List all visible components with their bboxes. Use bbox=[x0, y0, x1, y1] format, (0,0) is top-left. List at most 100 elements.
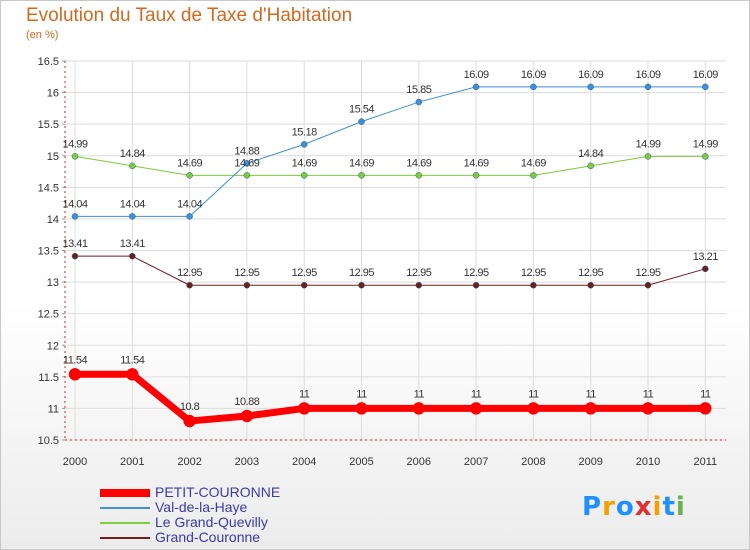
chart-title: Evolution du Taux de Taxe d'Habitation bbox=[26, 5, 353, 26]
data-point bbox=[186, 281, 193, 289]
data-label: 11.54 bbox=[63, 354, 88, 366]
data-point bbox=[126, 368, 139, 381]
data-label: 11 bbox=[356, 388, 367, 400]
data-point bbox=[358, 172, 365, 179]
data-label: 14.69 bbox=[349, 157, 374, 169]
data-point bbox=[644, 281, 652, 289]
logo-letter: i bbox=[652, 492, 663, 522]
y-tick-label: 12 bbox=[47, 340, 59, 352]
data-label: 13.41 bbox=[62, 238, 87, 250]
data-label: 12.95 bbox=[521, 267, 546, 279]
data-point bbox=[186, 213, 193, 220]
data-label: 14.69 bbox=[406, 157, 431, 169]
data-point bbox=[355, 402, 368, 415]
data-point bbox=[186, 172, 193, 179]
series-line-val-de-la-haye bbox=[75, 86, 706, 217]
data-label: 11 bbox=[414, 388, 425, 400]
x-tick-label: 2011 bbox=[693, 456, 717, 468]
x-tick-label: 2004 bbox=[292, 456, 316, 468]
data-label: 14.04 bbox=[62, 198, 87, 210]
data-point bbox=[527, 402, 540, 415]
y-tick-label: 10.5 bbox=[38, 435, 59, 447]
y-tick-label: 15 bbox=[47, 151, 59, 163]
data-label: 14.69 bbox=[292, 157, 317, 169]
data-point bbox=[644, 83, 652, 91]
x-tick-label: 2007 bbox=[464, 456, 488, 468]
y-tick-label: 11.5 bbox=[38, 372, 59, 384]
data-point bbox=[702, 153, 709, 160]
x-tick-label: 2006 bbox=[407, 456, 431, 468]
data-point bbox=[129, 162, 136, 170]
data-point bbox=[129, 213, 136, 220]
series-line-petit-couronne bbox=[75, 370, 706, 425]
data-label: 15.85 bbox=[406, 84, 431, 96]
logo-letter: i bbox=[675, 492, 686, 522]
data-point bbox=[243, 160, 251, 167]
data-point bbox=[699, 402, 712, 415]
data-label: 14.69 bbox=[234, 157, 259, 169]
data-label: 11 bbox=[471, 388, 482, 400]
data-point bbox=[300, 172, 308, 179]
data-point bbox=[415, 98, 423, 106]
data-point bbox=[469, 402, 483, 415]
data-label: 16.09 bbox=[464, 69, 489, 81]
y-tick-label: 12.5 bbox=[38, 309, 59, 321]
data-label: 14.69 bbox=[521, 157, 546, 169]
data-point bbox=[358, 118, 365, 125]
data-label: 16.09 bbox=[635, 69, 660, 81]
data-label: 15.18 bbox=[292, 126, 317, 138]
data-label: 11 bbox=[643, 388, 654, 400]
data-point bbox=[415, 172, 423, 179]
data-label: 13.21 bbox=[693, 251, 718, 263]
data-point bbox=[584, 402, 597, 415]
y-tick-label: 15.5 bbox=[38, 119, 59, 131]
series-line-le-grand-quevilly bbox=[74, 155, 706, 176]
data-label: 14.99 bbox=[62, 138, 87, 150]
data-label: 12.95 bbox=[464, 267, 489, 279]
data-label: 14.99 bbox=[693, 138, 718, 150]
data-point bbox=[183, 414, 196, 428]
axes: 10.5 11 11.5 12 12.5 13 13.5 14 14.5 15 15.5 16 16.5… bbox=[38, 56, 726, 468]
data-label: 14.04 bbox=[120, 198, 145, 210]
data-point bbox=[530, 281, 537, 289]
data-label: 12.95 bbox=[292, 267, 317, 279]
series-line-grand-couronne bbox=[75, 255, 706, 286]
data-point bbox=[641, 402, 655, 415]
data-label: 11 bbox=[700, 388, 711, 400]
data-label: 12.95 bbox=[578, 267, 603, 279]
x-tick-label: 2010 bbox=[636, 456, 660, 468]
series-layer bbox=[68, 83, 712, 428]
logo-letter: r bbox=[602, 492, 616, 522]
data-point bbox=[702, 83, 709, 91]
data-point bbox=[415, 281, 423, 289]
x-tick-label: 2001 bbox=[120, 456, 144, 468]
data-label: 16.09 bbox=[693, 69, 718, 81]
data-point bbox=[702, 265, 709, 273]
data-label: 16.09 bbox=[521, 69, 546, 81]
legend-swatch bbox=[100, 537, 150, 539]
data-label: 14.88 bbox=[234, 145, 259, 157]
x-tick-label: 2005 bbox=[349, 456, 373, 468]
legend-swatch bbox=[100, 507, 150, 509]
data-label: 11.54 bbox=[120, 354, 145, 366]
data-label: 16.09 bbox=[578, 69, 603, 81]
data-point bbox=[71, 153, 79, 160]
data-label: 14.84 bbox=[578, 148, 603, 160]
data-point bbox=[472, 172, 480, 179]
y-tick-label: 16 bbox=[47, 88, 59, 100]
data-point bbox=[71, 213, 79, 220]
data-point bbox=[300, 281, 308, 289]
data-label: 11 bbox=[299, 388, 310, 400]
x-tick-label: 2008 bbox=[521, 456, 545, 468]
data-point bbox=[300, 141, 308, 148]
data-label: 13.41 bbox=[120, 238, 145, 250]
data-label: 11 bbox=[528, 388, 539, 400]
data-point bbox=[240, 409, 254, 423]
data-point bbox=[530, 83, 537, 91]
legend-label: PETIT-COURONNE bbox=[155, 484, 281, 500]
data-point bbox=[587, 281, 594, 289]
data-point bbox=[358, 281, 365, 289]
data-label: 15.54 bbox=[349, 104, 374, 116]
data-point bbox=[71, 252, 79, 260]
